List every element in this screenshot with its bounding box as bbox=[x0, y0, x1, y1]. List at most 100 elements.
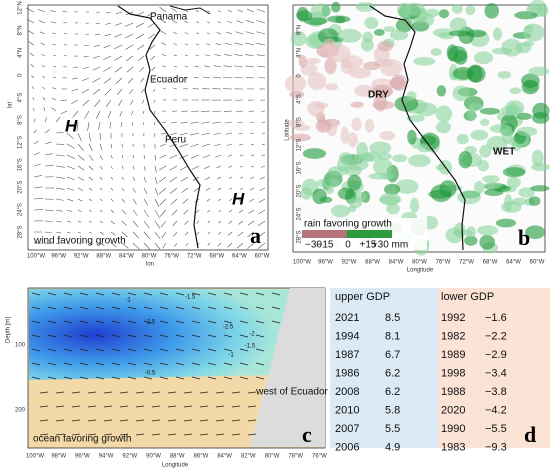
lat-tick: 20°S bbox=[297, 184, 303, 197]
lat-tick: 12°S bbox=[297, 138, 303, 151]
rain-patch bbox=[446, 227, 464, 243]
year: 2010 bbox=[335, 404, 359, 416]
panel-a-frame bbox=[28, 5, 268, 250]
x-label: Longitude bbox=[407, 268, 434, 274]
year: 2006 bbox=[335, 441, 359, 453]
year: 2021 bbox=[335, 312, 359, 324]
rain-patch bbox=[351, 102, 364, 108]
place: Peru bbox=[165, 135, 186, 146]
gdp-value: −1.6 bbox=[485, 312, 507, 324]
panel-letter: a bbox=[250, 223, 261, 248]
lon-tick: 100°W bbox=[27, 254, 45, 260]
lon-tick: 88°W bbox=[365, 260, 380, 266]
lon-tick: 80°W bbox=[412, 260, 427, 266]
x-label: lon bbox=[146, 262, 154, 268]
lat-tick: 12°N bbox=[18, 1, 24, 14]
lon-tick: 96°W bbox=[75, 454, 90, 460]
caption: rain favoring growth bbox=[304, 219, 392, 230]
caption: ocean favoring growth bbox=[33, 434, 131, 445]
year: 1992 bbox=[441, 312, 465, 324]
lon-tick: 76°W bbox=[312, 454, 327, 460]
rain-patch bbox=[483, 182, 501, 189]
rain-patch bbox=[526, 4, 543, 13]
rain-patch bbox=[522, 80, 539, 94]
lon-tick: 60°W bbox=[255, 254, 270, 260]
gdp-value: −4.2 bbox=[485, 404, 507, 416]
rain-patch bbox=[454, 50, 468, 65]
rain-patch bbox=[529, 67, 550, 76]
lat-tick: 4°S bbox=[297, 94, 303, 104]
year: 2008 bbox=[335, 386, 359, 398]
lon-tick: 76°W bbox=[164, 254, 179, 260]
gdp-value: 8.5 bbox=[385, 312, 400, 324]
rain-patch bbox=[303, 148, 326, 159]
gdp-value: −5.5 bbox=[485, 423, 507, 435]
rain-patch bbox=[312, 188, 326, 204]
rain-patch bbox=[496, 219, 516, 228]
lat-tick: 8°N bbox=[297, 25, 303, 35]
rain-patch bbox=[311, 3, 331, 18]
rain-patch bbox=[530, 185, 549, 191]
lon-tick: 90°W bbox=[146, 454, 161, 460]
rain-patch bbox=[439, 9, 449, 18]
lon-tick: 86°W bbox=[194, 454, 209, 460]
rain-patch bbox=[474, 51, 493, 64]
table-header: upper GDP bbox=[335, 291, 390, 303]
rain-patch bbox=[453, 85, 470, 101]
rain-patch bbox=[503, 167, 526, 177]
rain-patch bbox=[439, 180, 456, 197]
gdp-value: −9.3 bbox=[485, 441, 507, 453]
rain-patch bbox=[449, 30, 471, 36]
gdp-value: 8.1 bbox=[385, 330, 400, 342]
lat-tick: 16°S bbox=[18, 158, 24, 171]
rain-patch bbox=[351, 118, 361, 132]
gdp-value: 6.7 bbox=[385, 349, 400, 361]
rain-patch bbox=[452, 4, 463, 14]
rain-patch bbox=[374, 29, 385, 36]
rain-patch bbox=[413, 57, 435, 66]
contour-label: -2 bbox=[249, 332, 255, 338]
lat-tick: 24°S bbox=[18, 203, 24, 216]
rain-patch bbox=[502, 127, 513, 144]
year: 1988 bbox=[441, 386, 465, 398]
lon-tick: 68°W bbox=[483, 260, 498, 266]
y-label: Depth [m] bbox=[6, 317, 12, 343]
lat-tick: 24°S bbox=[297, 207, 303, 220]
gdp-value: −3.4 bbox=[485, 367, 507, 379]
lon-tick: 88°W bbox=[170, 454, 185, 460]
year: 1989 bbox=[441, 349, 465, 361]
gdp-value: 6.2 bbox=[385, 367, 400, 379]
lon-tick: 92°W bbox=[122, 454, 137, 460]
rain-patch bbox=[480, 119, 489, 126]
rain-patch bbox=[509, 87, 521, 94]
rain-patch bbox=[484, 3, 499, 19]
rain-patch bbox=[466, 226, 476, 238]
rain-patch bbox=[517, 113, 532, 120]
lat-tick: 8°S bbox=[18, 115, 24, 125]
panel-letter: b bbox=[518, 225, 530, 250]
rain-patch bbox=[369, 141, 391, 154]
lon-tick: 64°W bbox=[232, 254, 247, 260]
rain-patch bbox=[322, 38, 337, 55]
gdp-value: −2.2 bbox=[485, 330, 507, 342]
rain-patch bbox=[506, 108, 514, 116]
rain-patch bbox=[307, 101, 324, 117]
lon-tick: 92°W bbox=[342, 260, 357, 266]
legend-label: 0 bbox=[345, 240, 351, 251]
rain-patch bbox=[523, 41, 534, 47]
rain-patch bbox=[493, 27, 502, 40]
lon-tick: 72°W bbox=[187, 254, 202, 260]
rain-patch bbox=[392, 154, 407, 162]
lon-tick: 88°W bbox=[96, 254, 111, 260]
lon-tick: 78°W bbox=[288, 454, 303, 460]
rain-patch bbox=[340, 126, 348, 144]
rain-patch bbox=[349, 67, 372, 78]
caption: wind favoring growth bbox=[33, 236, 126, 247]
lon-tick: 84°W bbox=[217, 454, 232, 460]
rain-patch bbox=[532, 103, 549, 119]
rain-patch bbox=[469, 103, 482, 111]
rain-patch bbox=[470, 130, 488, 141]
region: DRY bbox=[368, 90, 389, 101]
lat-tick: 0 bbox=[18, 73, 24, 77]
lon-tick: 64°W bbox=[506, 260, 521, 266]
